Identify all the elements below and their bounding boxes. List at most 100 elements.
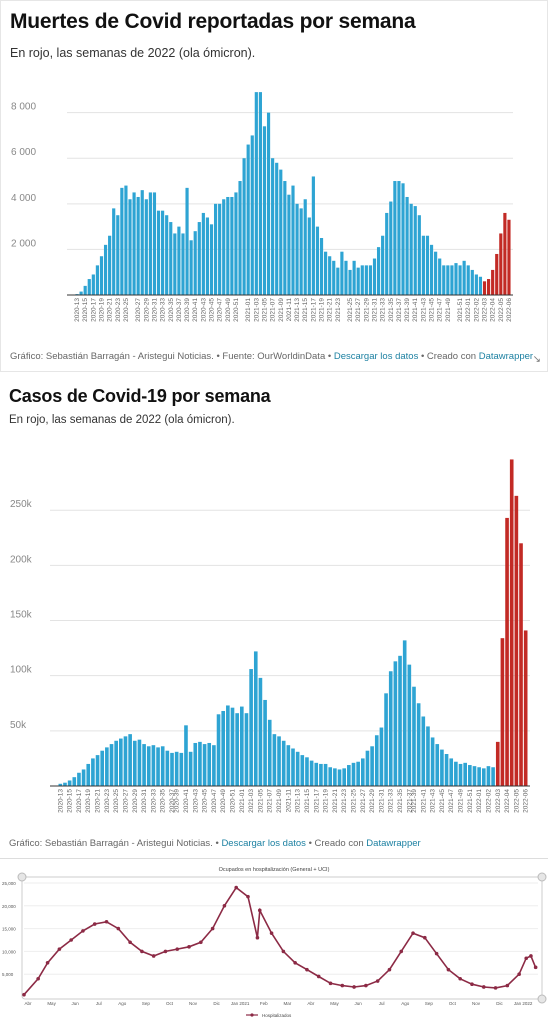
deaths-ytick-label: 8 000 [11,102,36,113]
cases-xtick-label: 2020-31 [141,789,148,813]
deaths-bar [173,233,177,295]
deaths-bar [438,258,442,295]
cases-download-link[interactable]: Descargar los datos [221,838,306,849]
deaths-bar [450,265,454,295]
deaths-xtick-label: 2020-49 [225,298,232,322]
deaths-xtick-label: 2021-37 [396,298,403,322]
cases-bar [388,671,393,786]
hospital-point [210,926,215,931]
cases-datawrapper-link[interactable]: Datawrapper [366,838,421,849]
deaths-bar [185,187,189,295]
hospital-ytick-label: 5,000 [2,972,14,977]
hospital-line-chart: 5,000 10,000 15,000 20,000 25,000 Abr May Jun Ju… [2,872,547,1018]
deaths-bar [79,291,83,295]
cases-bar [58,783,63,786]
deaths-bar [364,265,368,295]
cases-ytick-label: 200k [10,554,33,565]
cases-xtick-label: 2020-21 [95,789,102,813]
cases-bar [342,768,347,786]
cases-xtick-label: 2020-13 [57,789,64,813]
cases-ytick-label: 250k [10,499,33,510]
cases-bar [81,769,86,786]
deaths-bar [124,185,128,295]
hospital-chart-card: Ocupados en hospitalización (General + U… [0,858,548,1025]
deaths-bar [401,183,405,295]
deaths-xtick-label: 2021-15 [302,298,309,322]
deaths-xtick-label: 2021-17 [310,298,317,322]
cases-ytick-label: 50k [10,720,27,731]
deaths-bar [442,265,446,295]
hospital-xtick-label: May [330,1001,339,1006]
hospital-ytick-label: 25,000 [2,881,16,886]
hospital-point [411,931,415,935]
cases-xtick-label: 2020-43 [192,789,199,813]
cases-bar [235,713,239,786]
hospital-ytick-label: 20,000 [2,904,16,909]
cases-bar [323,763,328,786]
cases-bar [281,740,286,786]
resize-handle-icon[interactable]: ↘ [532,354,541,365]
hospital-xtick-label: Jul [96,1001,102,1006]
cases-bar [244,713,249,786]
deaths-bar [275,162,279,295]
range-handle-left[interactable] [17,872,27,882]
cases-bar-2022 [514,495,519,786]
deaths-download-link[interactable]: Descargar los datos [333,351,419,362]
hospital-xtick-label: Feb [260,1001,268,1006]
deaths-bar-2022 [482,281,487,295]
deaths-bar [103,244,108,295]
cases-bar [170,752,174,786]
deaths-xtick-label: 2021-01 [245,298,252,322]
deaths-bar [165,215,169,295]
cases-bar [119,738,123,786]
deaths-bar [405,196,409,295]
cases-xtick-label: 2020-45 [202,789,209,813]
cases-bar [444,754,449,786]
hospital-point [163,949,168,954]
deaths-xtick-label: 2021-05 [261,298,268,322]
deaths-bar [319,238,324,295]
deaths-xtick-label: 2020-41 [192,298,199,322]
deaths-bar [474,274,478,295]
hospital-point [92,922,97,926]
cases-xtick-label: 2021-33 [388,789,395,813]
cases-bar [472,766,477,786]
cases-bar [291,748,295,786]
deaths-xtick-label: 2020-21 [107,298,114,322]
deaths-bar [385,212,389,295]
deaths-bar [201,212,205,295]
cases-bar [491,767,495,786]
cases-bar [402,640,407,786]
deaths-xtick-label: 2021-41 [412,298,419,322]
cases-bar [137,739,142,786]
cases-bar [239,706,244,786]
deaths-xtick-label: 2020-33 [160,298,167,322]
range-handle-bottom[interactable] [537,994,547,1004]
deaths-bar [218,203,222,295]
deaths-xtick-label: 2020-25 [123,298,130,322]
deaths-datawrapper-link[interactable]: Datawrapper [478,351,534,362]
deaths-bar [429,244,434,295]
cases-xtick-label: 2021-11 [285,789,292,813]
cases-bar [188,751,193,786]
cases-bar [440,749,444,786]
cases-bar-2022 [500,638,505,786]
deaths-bar [169,222,173,295]
deaths-xtick-label: 2022-05 [498,298,505,322]
deaths-source: • Fuente: OurWorldinData • [216,351,332,362]
deaths-bar [413,206,417,295]
deaths-bar [360,265,364,295]
deaths-bar [193,231,197,295]
cases-xtick-label: 2020-15 [67,789,74,813]
deaths-bar [336,267,340,295]
deaths-xtick-label: 2020-17 [90,298,97,322]
cases-xtick-label: 2021-23 [341,789,348,813]
range-handle-right[interactable] [537,872,547,882]
deaths-chart-footer: Gráfico: Sebastián Barragán - Aristegui … [10,351,533,362]
deaths-bar [197,222,201,295]
deaths-ytick-label: 6 000 [11,147,36,158]
cases-bar [212,745,216,786]
hospital-point [104,919,109,924]
deaths-xtick-label: 2020-31 [151,298,158,322]
hospital-legend-label: Hospitalizados [262,1013,292,1018]
